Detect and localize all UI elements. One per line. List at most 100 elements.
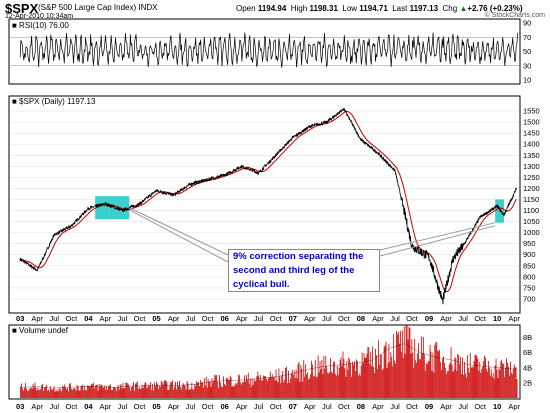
volume-bar [216,375,218,398]
price-point [360,139,362,141]
volume-bar [486,368,487,398]
volume-bar [377,340,379,398]
x-tick-label: Oct [270,314,283,323]
volume-bar [375,348,376,398]
volume-bar [403,326,405,398]
volume-bar [478,370,480,398]
volume-bar [190,388,192,398]
volume-bar [360,365,362,398]
volume-bar [182,383,184,398]
x-tick-label: 06 [220,402,228,411]
volume-bar [149,385,151,398]
price-label: ■ $SPX (Daily) 1197.13 [12,97,96,106]
volume-bar [272,377,274,398]
volume-bar [465,373,466,398]
volume-bar [458,355,460,398]
volume-bar [66,389,67,398]
price-point [155,190,158,192]
volume-bar [508,366,509,398]
volume-bar [276,380,278,398]
x-tick-label: Jul [186,314,196,323]
volume-bar [429,344,431,398]
volume-bar [44,387,45,398]
volume-bar [280,383,282,398]
volume-bar [211,377,213,398]
x-tick-label: Oct [202,402,215,411]
x-tick-label: 10 [493,402,501,411]
volume-bar [316,376,318,398]
volume-bar [108,386,110,398]
volume-bar [415,360,417,398]
volume-bar [189,389,191,398]
volume-bar [269,371,271,398]
volume-bar [119,385,121,398]
volume-bar [493,378,495,398]
volume-bar [454,357,456,398]
volume-bar [302,381,304,398]
volume-bar [118,389,120,398]
volume-bar [434,345,436,398]
volume-bar [331,371,332,398]
x-tick-label: Jul [49,314,59,323]
volume-bar [178,385,179,398]
volume-bar [185,389,187,398]
volume-bar [128,384,130,398]
volume-bar [442,359,443,398]
symbol-description: (S&P 500 Large Cap Index) INDX [38,3,158,12]
volume-bar [449,362,451,398]
volume-tick-label: 8B [523,333,532,342]
x-tick-label: Apr [440,314,452,323]
volume-bar [355,371,356,398]
volume-bar [33,387,35,398]
quote-values: Open 1194.94 High 1198.31 Low 1194.71 La… [236,4,523,13]
volume-bar [292,375,294,398]
volume-bar [124,387,126,398]
volume-bar [310,374,311,398]
price-point [462,245,464,247]
leader-line [129,207,229,256]
volume-bar [513,364,515,398]
volume-bar [22,388,23,398]
volume-bar [355,359,357,398]
x-tick-label: Jul [458,402,468,411]
y-tick-label: 1250 [523,173,540,182]
volume-bar [175,381,176,398]
volume-bar [377,368,378,398]
price-point [343,108,345,110]
volume-bar [135,382,137,398]
volume-bar [219,375,220,398]
volume-bar [502,363,504,398]
volume-bar [250,386,252,398]
volume-bar [96,384,98,398]
volume-bar [76,384,78,398]
y-tick-label: 1000 [523,228,540,237]
volume-bar [121,388,123,398]
volume-bar [143,385,145,398]
volume-bar [327,372,329,398]
volume-bar [461,373,462,398]
volume-bar [339,359,341,398]
volume-bar [228,380,230,398]
price-point [36,269,38,271]
up-arrow-icon: ▲ [459,4,468,13]
volume-bar [311,364,313,398]
volume-bar [187,383,189,398]
volume-bar [215,375,217,398]
volume-bar [123,388,125,398]
volume-bar [205,376,207,398]
volume-bar [460,357,462,398]
volume-bar [398,331,399,398]
volume-bar [173,389,175,398]
volume-bar [56,391,58,398]
volume-bar [254,381,256,398]
volume-bar [113,387,115,398]
volume-x-ticks: 03 Apr Jul Oct 04 Apr Jul Oct 05 Apr Jul Oct 06 Apr Ju… [16,402,521,411]
volume-bar [323,355,325,398]
x-tick-label: Jul [186,402,196,411]
volume-bar [150,381,152,398]
volume-bar [389,361,391,398]
volume-bar [213,379,215,398]
x-tick-label: 04 [84,314,93,323]
volume-bar [69,383,70,398]
